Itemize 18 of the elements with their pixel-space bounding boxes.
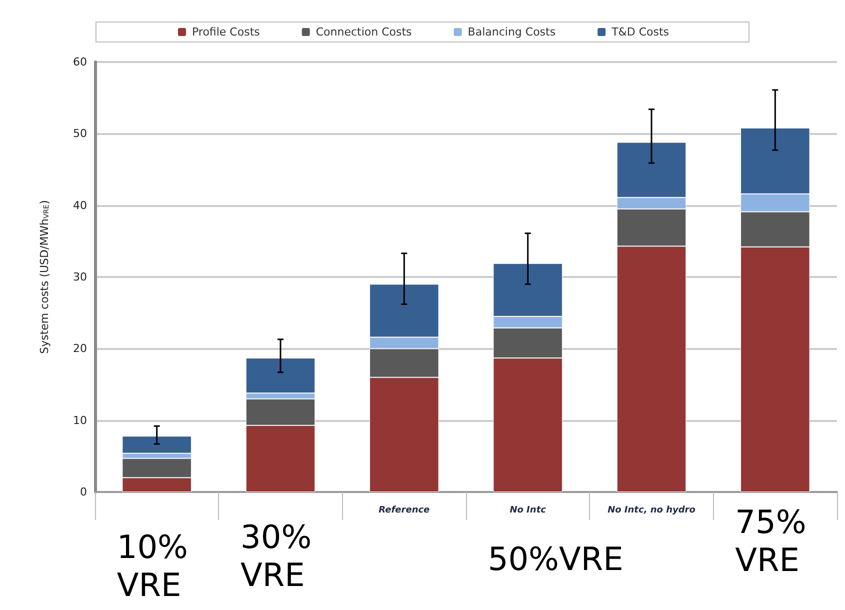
y-tick-label: 30 bbox=[73, 270, 87, 284]
y-tick-label: 10 bbox=[73, 414, 87, 427]
y-tick-label: 50 bbox=[73, 127, 87, 140]
x-tick-label: No Intc bbox=[510, 506, 547, 516]
text: 10% VRE bbox=[116, 528, 188, 604]
y-tick-label: 40 bbox=[73, 198, 87, 212]
x-tick-label: Reference bbox=[378, 506, 430, 516]
y-tick-label: 60 bbox=[73, 56, 87, 68]
x-tick-label: No Intc, no hydro bbox=[608, 506, 696, 516]
legend-label: Balancing Costs bbox=[468, 26, 556, 38]
legend-label: Profile Costs bbox=[192, 26, 260, 38]
text: 30% VRE bbox=[240, 518, 312, 594]
text: 75% VRE bbox=[735, 503, 806, 579]
text: 50%VRE bbox=[488, 540, 624, 578]
legend-label: T&D Costs bbox=[610, 26, 670, 38]
y-tick-label: 0 bbox=[80, 486, 87, 498]
legend-label: Connection Costs bbox=[316, 26, 412, 38]
y-tick-label: 20 bbox=[73, 342, 87, 356]
